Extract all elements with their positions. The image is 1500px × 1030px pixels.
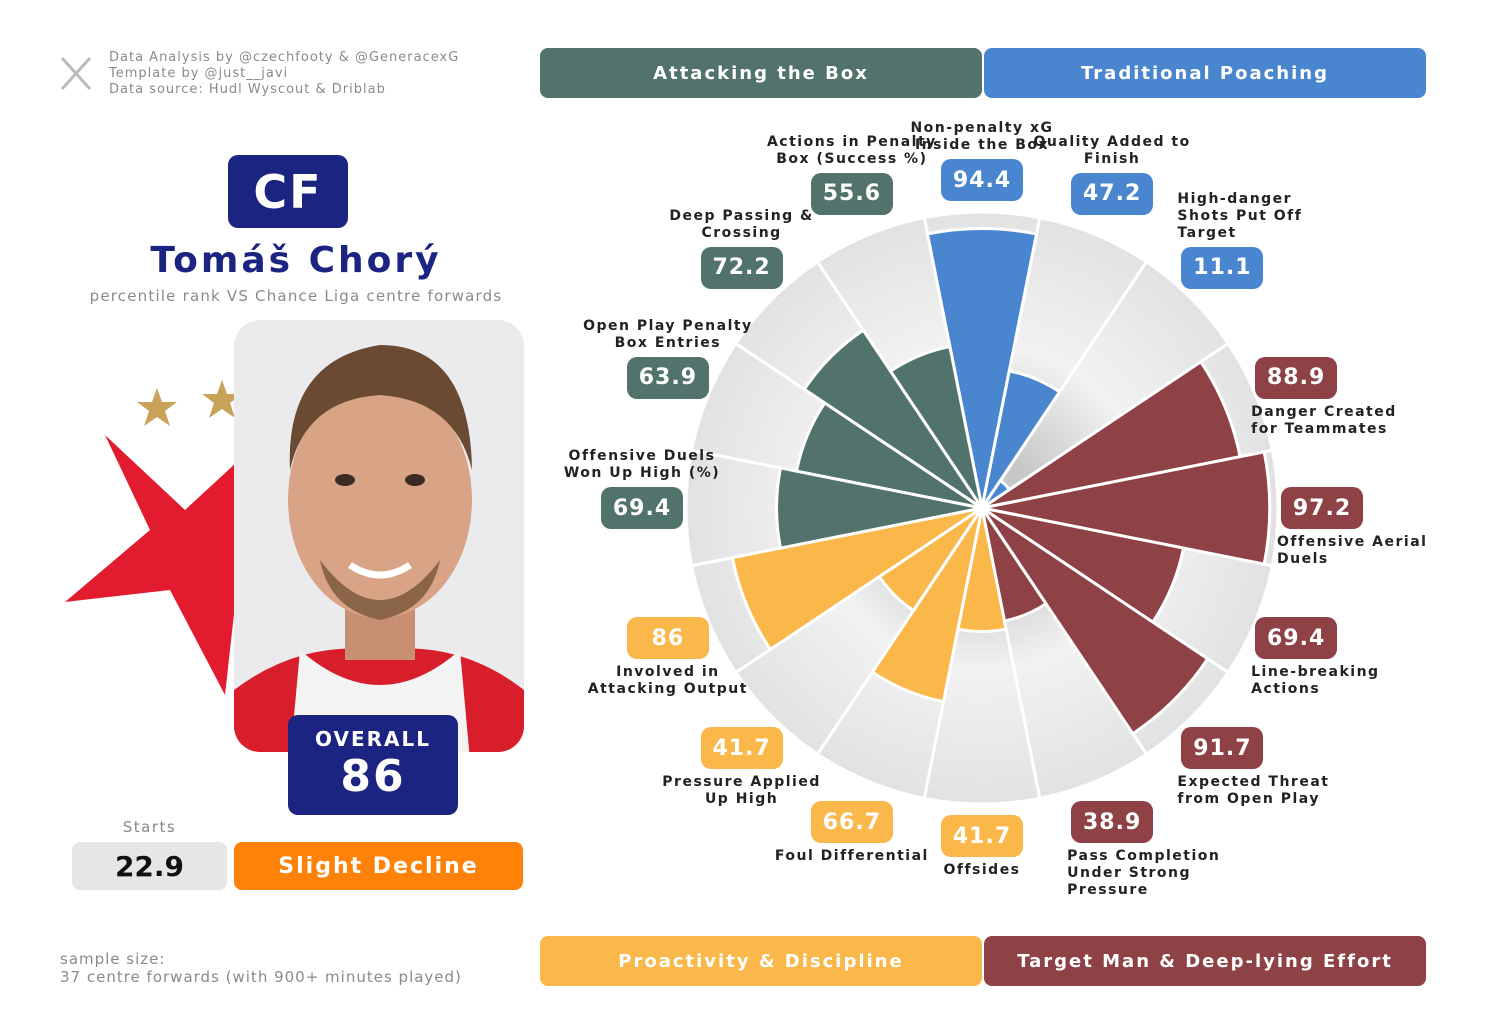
category-label: Offensive Aerial Duels bbox=[1277, 534, 1428, 567]
value-label: 86 bbox=[626, 617, 709, 660]
slice bbox=[981, 450, 1272, 566]
category-label: Expected Threat from Open Play bbox=[1177, 774, 1330, 808]
value-label: 41.7 bbox=[700, 727, 783, 770]
value-label: 55.6 bbox=[810, 172, 893, 215]
value-label: 38.9 bbox=[1071, 801, 1154, 844]
overall-label: OVERALL bbox=[315, 727, 431, 751]
slice bbox=[730, 506, 983, 652]
value-label: 97.2 bbox=[1281, 487, 1363, 529]
category-label: Danger Created for Teammates bbox=[1251, 403, 1397, 437]
slice-background bbox=[980, 259, 1231, 510]
trend: Slight Decline bbox=[234, 842, 523, 890]
starts-value: 22.9 bbox=[72, 842, 227, 890]
value-label: 11.1 bbox=[1181, 246, 1264, 289]
slice bbox=[802, 328, 984, 510]
slice bbox=[888, 344, 984, 509]
category-label: Pressure Applied Up High bbox=[662, 774, 821, 808]
sample-size: sample size: bbox=[60, 950, 166, 968]
subtitle: percentile rank VS Chance Liga centre fo… bbox=[89, 287, 503, 305]
value-label: 91.7 bbox=[1181, 727, 1264, 770]
value-label: 63.9 bbox=[626, 356, 709, 399]
slice bbox=[870, 507, 984, 704]
club-star bbox=[65, 435, 250, 695]
credit: Data source: Hudl Wyscout & Driblab bbox=[109, 82, 386, 97]
value-label: 41.7 bbox=[941, 815, 1023, 857]
value-label: 47.2 bbox=[1071, 172, 1154, 215]
slice bbox=[980, 506, 1210, 736]
value-label: 88.9 bbox=[1255, 356, 1338, 399]
category-label: Quality Added to Finish bbox=[1033, 133, 1191, 167]
slice bbox=[980, 369, 1062, 509]
category-label: Offensive Duels Won Up High (%) bbox=[563, 448, 721, 481]
category-label: Non-penalty xG Inside the Box bbox=[910, 120, 1054, 153]
category-label: Deep Passing & Crossing bbox=[669, 207, 814, 241]
value-label: 69.4 bbox=[601, 487, 683, 529]
value-label: 94.4 bbox=[941, 159, 1023, 201]
group-header: Attacking the Box bbox=[540, 48, 982, 98]
player-photo bbox=[234, 320, 524, 752]
category-label: Pass Completion Under Strong Pressure bbox=[1067, 848, 1221, 899]
category-label: High-danger Shots Put Off Target bbox=[1177, 190, 1303, 241]
category-label: Open Play Penalty Box Entries bbox=[583, 317, 753, 351]
sample-size: 37 centre forwards (with 900+ minutes pl… bbox=[60, 968, 462, 986]
slice bbox=[775, 466, 983, 550]
slice-background bbox=[922, 507, 1042, 806]
group-header: Target Man & Deep-lying Effort bbox=[984, 936, 1426, 986]
gold-star bbox=[202, 380, 242, 418]
value-label: 66.7 bbox=[810, 801, 893, 844]
category-label: Foul Differential bbox=[774, 848, 929, 865]
category-label: Offsides bbox=[943, 862, 1021, 878]
overall-box: OVERALL 86 bbox=[288, 715, 458, 815]
x-logo bbox=[60, 56, 92, 91]
category-label: Actions in Penalty Box (Success %) bbox=[766, 133, 937, 167]
gold-star bbox=[137, 388, 177, 426]
credit: Template by @just__javi bbox=[109, 66, 289, 81]
credit: Data Analysis by @czechfooty & @Generace… bbox=[109, 50, 460, 65]
group-header: Traditional Poaching bbox=[984, 48, 1426, 98]
player-name: Tomáš Chorý bbox=[150, 240, 442, 281]
group-header: Proactivity & Discipline bbox=[540, 936, 982, 986]
category-label: Line-breaking Actions bbox=[1251, 664, 1380, 698]
starts-label: Starts bbox=[122, 818, 177, 836]
value-label: 72.2 bbox=[700, 246, 783, 289]
category-label: Involved in Attacking Output bbox=[587, 664, 748, 698]
value-label: 69.4 bbox=[1255, 617, 1338, 660]
slice bbox=[925, 227, 1039, 509]
position-badge: CF bbox=[228, 155, 348, 228]
overall-value: 86 bbox=[340, 751, 406, 802]
